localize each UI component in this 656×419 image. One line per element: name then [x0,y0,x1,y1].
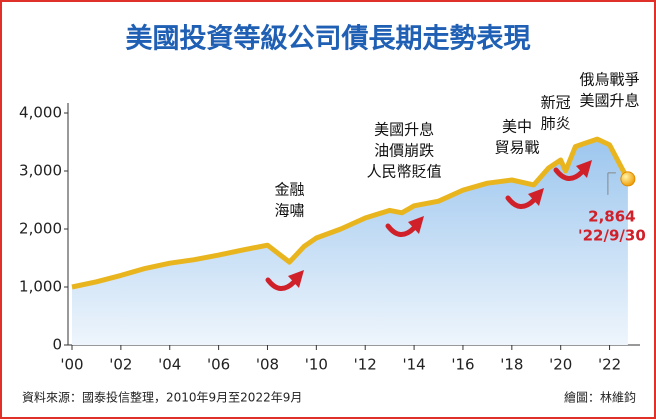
end-date: '22/9/30 [578,226,646,244]
x-tick-label: '22 [598,356,621,374]
x-tick-label: '02 [109,356,132,374]
annotation: 海嘯 [274,202,304,220]
credit: 繪圖：林維鈞 [564,390,636,405]
leader [607,172,616,195]
annotation: 油價崩跌 [374,142,434,160]
chart-title: 美國投資等級公司債長期走勢表現 [126,23,531,55]
arrow-head [408,216,424,234]
x-tick-label: '06 [207,356,230,374]
arrow [505,195,537,209]
annotation: 貿易戰 [495,139,540,157]
x-tick-label: '04 [158,356,181,374]
arrow-head [576,160,592,178]
annotation: 新冠 [541,94,571,112]
y-tick-label: 3,000 [19,162,62,180]
y-tick-label: 0 [52,336,62,354]
annotation: 俄烏戰爭 [580,71,640,89]
annotation: 肺炎 [541,115,571,133]
arrow [385,223,417,237]
arrow [553,167,585,181]
area [72,139,628,345]
x-tick-label: '14 [402,356,425,374]
annotation: 人民幣貶值 [367,163,442,181]
x-tick-label: '18 [500,356,523,374]
line [71,136,631,290]
annotation: 美國升息 [374,121,434,139]
y-tick-label: 4,000 [19,104,62,122]
arrow [265,277,297,291]
x-tick-label: '12 [354,356,377,374]
annotation: 美中 [502,118,532,136]
x-tick-label: '10 [305,356,328,374]
arrow-head [288,270,304,288]
value-label: 2,864 [588,207,635,225]
annotation: 美國升息 [580,92,640,110]
arrow-head [528,188,544,206]
y-tick-label: 2,000 [19,220,62,238]
x-tick-label: '00 [60,356,83,374]
x-tick-label: '16 [451,356,474,374]
y-tick-label: 1,000 [19,278,62,296]
source: 資料來源：國泰投信整理，2010年9月至2022年9月 [22,390,302,405]
x-tick-label: '08 [256,356,279,374]
end-point [620,171,636,187]
x-tick-label: '20 [549,356,572,374]
annotation: 金融 [274,181,304,199]
